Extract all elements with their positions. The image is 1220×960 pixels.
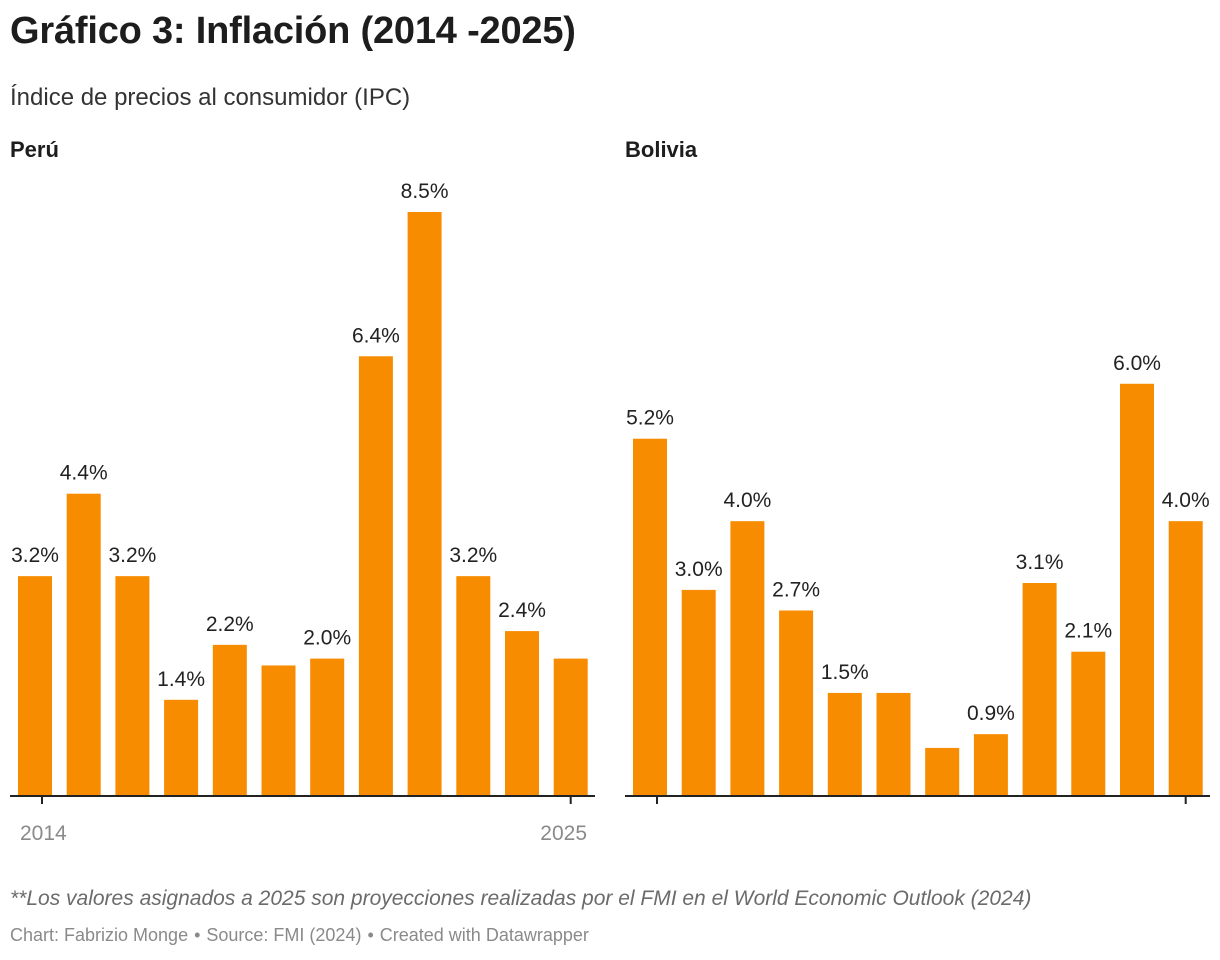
bolivia-value-label-2024: 6.0% <box>1113 352 1161 375</box>
tool-credit: Created with Datawrapper <box>379 925 589 945</box>
peru-bar-2016 <box>115 576 150 796</box>
peru-bar-2014 <box>18 576 52 796</box>
peru-bar-2022 <box>407 212 442 796</box>
peru-bar-2025 <box>553 658 588 796</box>
peru-value-label-2022: 8.5% <box>401 180 449 203</box>
peru-tick-label-2014: 2014 <box>20 822 67 845</box>
bolivia-value-label-2023: 2.1% <box>1064 620 1112 643</box>
peru-value-label-2016: 3.2% <box>108 544 156 567</box>
bolivia-bar-2025 <box>1168 521 1203 796</box>
panel-title-bolivia: Bolivia <box>625 137 698 162</box>
bolivia-bar-2020 <box>925 747 960 796</box>
footnote: **Los valores asignados a 2025 son proye… <box>10 887 1032 910</box>
peru-value-label-2023: 3.2% <box>449 544 497 567</box>
peru-bar-2015 <box>66 493 101 796</box>
bolivia-bar-2016 <box>730 521 765 796</box>
bar-charts: 3.2% 4.4% 3.2% 1.4% 2.2% 2.0% 6.4% 8.5% 3.2% 2.4%… <box>10 180 1210 845</box>
bolivia-value-label-2015: 3.0% <box>675 558 723 581</box>
peru-value-label-2015: 4.4% <box>60 462 108 485</box>
chart-credit: Chart: Fabrizio Monge <box>10 925 189 945</box>
footer-credits: Chart: Fabrizio Monge • Source: FMI (2024)… <box>10 925 589 945</box>
bolivia-bar-2019 <box>876 692 911 796</box>
chart-title: Gráfico 3: Inflación (2014 -2025) <box>10 10 576 52</box>
source-credit: Source: FMI (2024) <box>206 925 362 945</box>
peru-bar-2017 <box>164 699 199 796</box>
peru-value-label-2014: 3.2% <box>11 544 59 567</box>
peru-value-label-2024: 2.4% <box>498 599 546 622</box>
peru-value-label-2018: 2.2% <box>206 613 254 636</box>
chart-subtitle: Índice de precios al consumidor (IPC) <box>10 84 411 111</box>
bolivia-value-label-2022: 3.1% <box>1016 551 1064 574</box>
bolivia-bar-2022 <box>1022 583 1057 796</box>
bolivia-bar-2017 <box>779 610 814 796</box>
bolivia-bar-2021 <box>973 734 1008 796</box>
bolivia-bar-2015 <box>681 589 716 796</box>
peru-tick-label-2025: 2025 <box>540 822 587 845</box>
bolivia-value-label-2014: 5.2% <box>626 407 674 430</box>
peru-value-label-2021: 6.4% <box>352 324 400 347</box>
bolivia-value-label-2025: 4.0% <box>1162 489 1210 512</box>
bolivia-bar-2014 <box>633 438 667 796</box>
peru-bar-2019 <box>261 665 296 796</box>
peru-bar-2018 <box>212 644 247 796</box>
bolivia-bar-2023 <box>1071 651 1106 796</box>
bolivia-bar-2018 <box>827 692 862 796</box>
bolivia-value-label-2017: 2.7% <box>772 578 820 601</box>
peru-value-label-2020: 2.0% <box>303 627 351 650</box>
bolivia-value-label-2018: 1.5% <box>821 661 869 684</box>
peru-bar-2023 <box>456 576 491 796</box>
bolivia-value-label-2021: 0.9% <box>967 702 1015 725</box>
panel-title-peru: Perú <box>10 137 59 162</box>
bolivia-bar-2024 <box>1120 383 1154 796</box>
bolivia-value-label-2016: 4.0% <box>723 489 771 512</box>
peru-value-label-2017: 1.4% <box>157 668 205 691</box>
peru-bar-2021 <box>358 356 393 796</box>
peru-bar-2020 <box>310 658 345 796</box>
peru-bar-2024 <box>505 631 539 796</box>
